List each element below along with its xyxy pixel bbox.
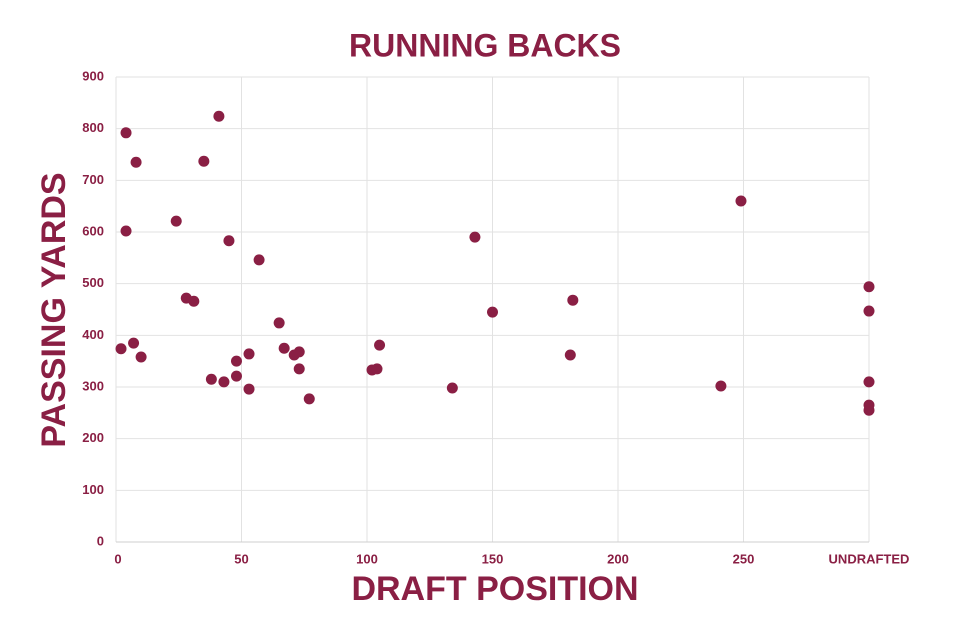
y-tick-label: 900 — [82, 68, 104, 83]
point — [863, 376, 875, 388]
x-tick-label: 250 — [733, 551, 755, 566]
point — [120, 225, 132, 237]
point — [446, 382, 458, 394]
point — [293, 346, 305, 358]
point — [278, 342, 290, 354]
point — [371, 363, 383, 375]
point — [303, 393, 315, 405]
point — [128, 337, 140, 349]
point — [130, 156, 142, 168]
point — [863, 281, 875, 293]
y-tick-label: 400 — [82, 327, 104, 342]
point — [253, 254, 265, 266]
point — [567, 294, 579, 306]
y-tick-label: 800 — [82, 120, 104, 135]
x-tick-label: 150 — [482, 551, 504, 566]
x-tick-label: UNDRAFTED — [829, 551, 910, 566]
point — [735, 195, 747, 207]
point — [374, 339, 386, 351]
point — [293, 363, 305, 375]
point — [230, 355, 242, 367]
x-tick-label: 0 — [114, 551, 121, 566]
point — [243, 383, 255, 395]
x-tick-label: 100 — [356, 551, 378, 566]
point — [188, 295, 200, 307]
y-tick-label: 0 — [97, 533, 104, 548]
point — [273, 317, 285, 329]
y-tick-label: 500 — [82, 275, 104, 290]
point — [243, 348, 255, 360]
point — [120, 127, 132, 139]
point — [135, 351, 147, 363]
point — [205, 373, 217, 385]
point — [170, 215, 182, 227]
x-axis-label: DRAFT POSITION — [351, 570, 638, 608]
point — [469, 231, 481, 243]
y-tick-label: 300 — [82, 378, 104, 393]
y-axis-label: PASSING YARDS — [35, 172, 73, 447]
y-tick-label: 700 — [82, 172, 104, 187]
point — [564, 349, 576, 361]
point — [715, 380, 727, 392]
point — [487, 306, 498, 318]
point — [230, 370, 242, 382]
point — [115, 343, 127, 355]
y-tick-label: 100 — [82, 482, 104, 497]
point — [218, 376, 230, 388]
point — [198, 155, 210, 167]
x-tick-label: 200 — [607, 551, 629, 566]
y-tick-label: 200 — [82, 430, 104, 445]
y-tick-label: 600 — [82, 223, 104, 238]
x-tick-label: 50 — [234, 551, 248, 566]
point — [213, 110, 225, 122]
point — [223, 235, 235, 247]
chart-title: RUNNING BACKS — [349, 27, 621, 63]
point — [863, 305, 875, 317]
point — [863, 404, 875, 416]
